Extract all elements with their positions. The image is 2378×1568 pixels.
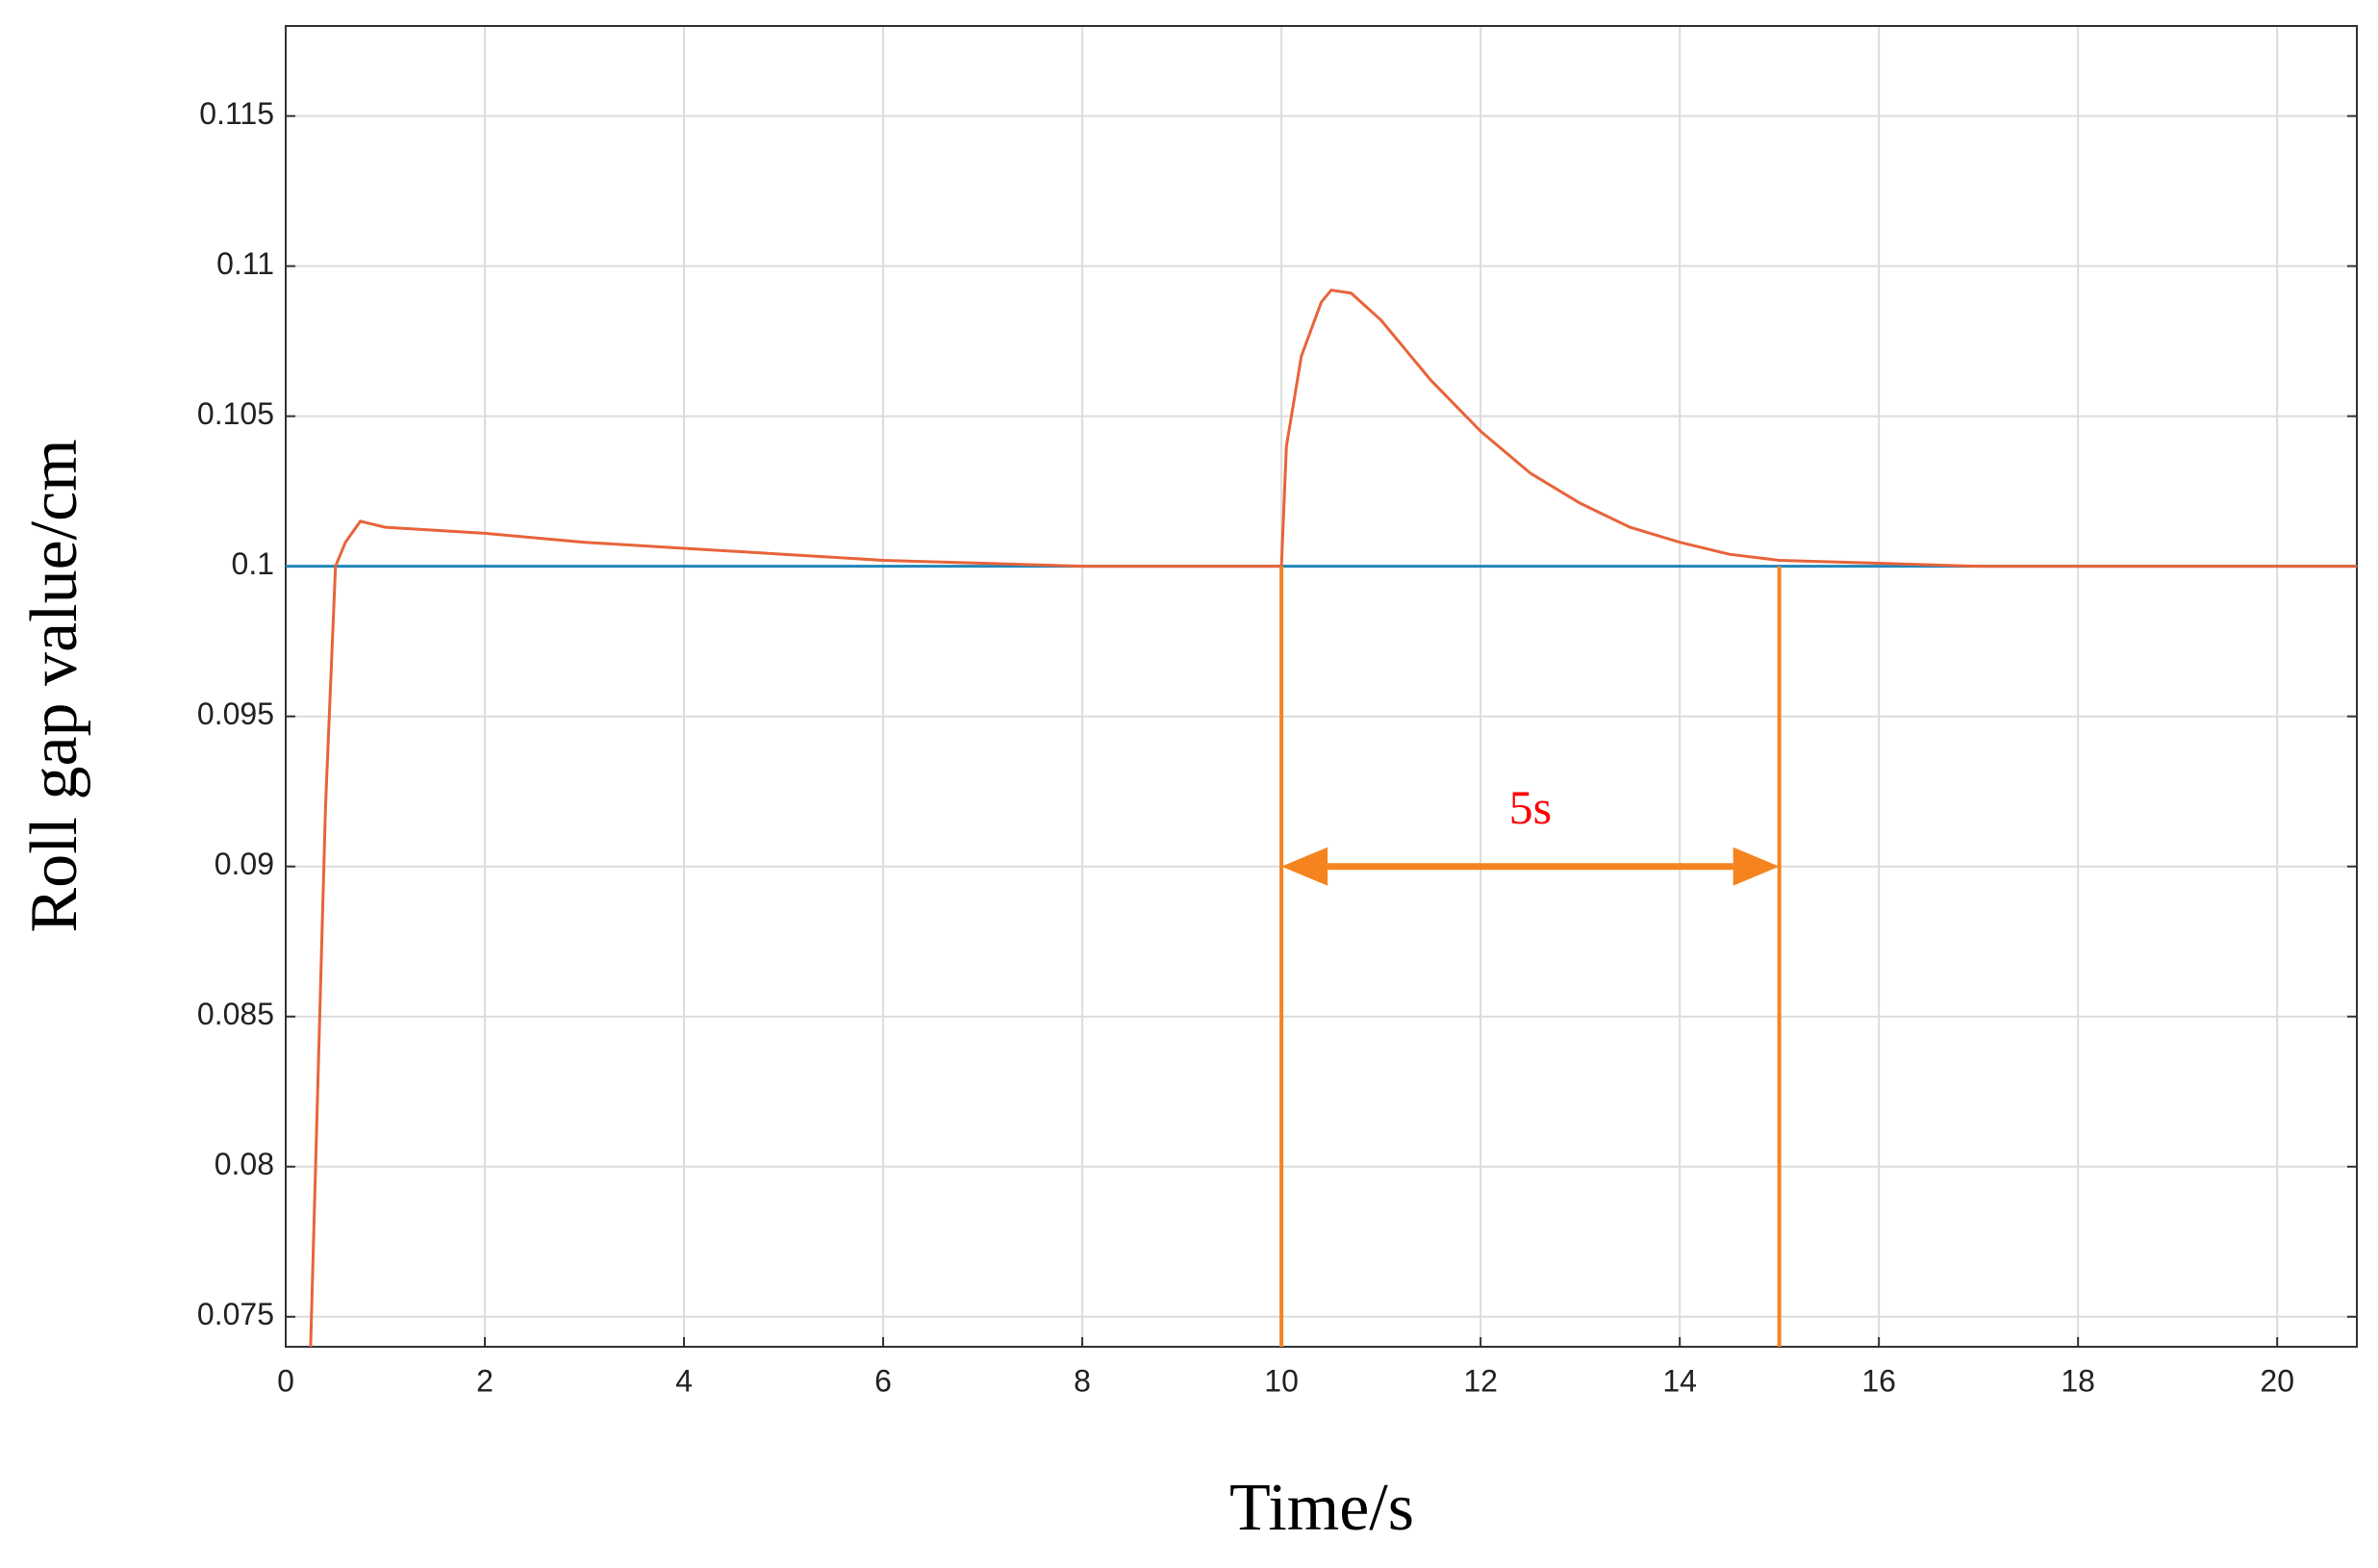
x-tick-label: 16: [1861, 1363, 1896, 1398]
x-tick-label: 0: [277, 1363, 294, 1398]
x-tick-label: 8: [1074, 1363, 1091, 1398]
y-tick-label: 0.115: [199, 96, 274, 131]
y-axis-label: Roll gap value/cm: [17, 439, 91, 932]
y-tick-label: 0.09: [215, 847, 274, 881]
x-tick-label: 18: [2061, 1363, 2095, 1398]
y-tick-label: 0.1: [232, 546, 274, 581]
y-tick-label: 0.095: [197, 696, 274, 731]
x-tick-label: 6: [874, 1363, 892, 1398]
y-tick-label: 0.11: [216, 246, 274, 281]
x-axis-label: Time/s: [1229, 1471, 1414, 1545]
arrow-head: [1281, 847, 1328, 886]
y-tick-label: 0.105: [197, 396, 274, 431]
plot-area: [286, 26, 2357, 1347]
y-tick-label: 0.085: [197, 997, 274, 1031]
arrow-head: [1733, 847, 1780, 886]
y-tick-label: 0.075: [197, 1297, 274, 1331]
x-tick-label: 10: [1264, 1363, 1299, 1398]
annotation-label: 5s: [1509, 780, 1552, 834]
x-tick-label: 12: [1463, 1363, 1498, 1398]
x-tick-label: 20: [2260, 1363, 2294, 1398]
plot-frame: [285, 25, 2358, 1348]
y-tick-label: 0.08: [215, 1147, 274, 1181]
x-tick-label: 2: [476, 1363, 493, 1398]
x-tick-label: 4: [675, 1363, 693, 1398]
line-series: [309, 288, 2357, 1348]
x-tick-label: 14: [1662, 1363, 1697, 1398]
